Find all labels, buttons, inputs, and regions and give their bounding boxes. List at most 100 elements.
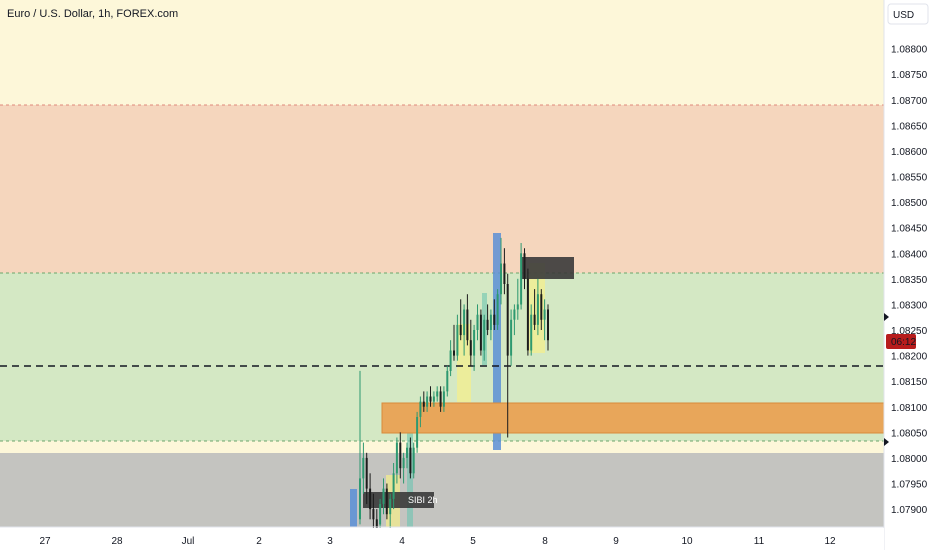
candle-body: [395, 442, 398, 474]
candle-body: [439, 391, 442, 407]
candle-body: [463, 309, 466, 336]
time-tick-label: 10: [681, 536, 693, 547]
time-tick-label: 9: [613, 536, 619, 547]
time-tick-label: 2: [256, 536, 262, 547]
candle-body: [392, 473, 395, 499]
sibi-label: SIBI 2h: [408, 495, 438, 505]
countdown-text: 06:12: [891, 337, 916, 348]
candle-body: [510, 319, 513, 356]
time-tick-label: 5: [470, 536, 476, 547]
candle-body: [540, 294, 543, 320]
candle-body: [547, 309, 549, 341]
candles-layer: [359, 237, 549, 535]
candle-body: [506, 284, 509, 356]
candle-body: [379, 504, 382, 525]
price-tick-label: 1.08100: [891, 403, 928, 414]
candle-body: [543, 309, 546, 320]
price-tick-label: 1.08700: [891, 96, 928, 107]
price-tick-label: 1.08450: [891, 224, 928, 235]
candle-body: [375, 519, 378, 530]
price-tick-label: 1.08550: [891, 173, 928, 184]
dark-zone-box[interactable]: [521, 257, 574, 279]
candle-body: [412, 447, 415, 474]
candle-body: [359, 478, 361, 520]
candle-body: [483, 319, 486, 351]
candle-body: [449, 350, 452, 371]
candle-body: [416, 417, 419, 448]
candle-body: [372, 509, 375, 520]
price-tick-label: 1.07950: [891, 480, 928, 491]
candle-body: [489, 314, 492, 330]
time-tick-label: 12: [824, 536, 836, 547]
candle-body: [479, 314, 482, 351]
candle-body: [436, 391, 439, 397]
price-tick-label: 1.08050: [891, 428, 928, 439]
candle-body: [520, 253, 523, 305]
price-tick-label: 1.08650: [891, 121, 928, 132]
price-tick-label: 1.08250: [891, 326, 928, 337]
candle-body: [466, 309, 469, 341]
upper-zone: [0, 105, 884, 273]
candle-body: [500, 263, 502, 295]
zones-layer: [0, 104, 884, 527]
time-tick-label: 28: [111, 536, 123, 547]
price-tick-label: 1.08000: [891, 454, 928, 465]
price-ticks: 1.08800 1.08750 1.08700 1.08650 1.08600 1.085…: [891, 45, 928, 516]
level-marker-icon: [884, 438, 889, 446]
candle-body: [473, 330, 476, 356]
orange-zone-box[interactable]: [381, 402, 885, 434]
candle-body: [516, 304, 519, 310]
candle-body: [513, 309, 516, 320]
candle-body: [369, 488, 372, 510]
time-tick-label: 3: [327, 536, 333, 547]
candle-body: [362, 457, 365, 479]
candle-body: [496, 294, 499, 325]
time-tick-label: 27: [39, 536, 51, 547]
candle-body: [429, 396, 432, 402]
candle-body: [399, 442, 402, 469]
price-tick-label: 1.08750: [891, 70, 928, 81]
currency-button[interactable]: [887, 3, 929, 25]
candle-body: [503, 263, 506, 284]
price-tick-label: 1.08200: [891, 352, 928, 363]
lower-zone: [0, 453, 884, 527]
teal-highlight-bar: [407, 433, 413, 527]
price-tick-label: 1.08600: [891, 147, 928, 158]
chart-title: Euro / U.S. Dollar, 1h, FOREX.com: [7, 8, 178, 20]
current-price-marker-icon: [884, 313, 889, 321]
time-tick-label: Jul: [182, 536, 195, 547]
candle-body: [456, 324, 459, 356]
candle-body: [476, 314, 479, 330]
candle-body: [426, 396, 429, 407]
price-tick-label: 1.08500: [891, 198, 928, 209]
candle-body: [406, 447, 408, 458]
candle-body: [530, 314, 533, 351]
time-tick-label: 11: [754, 536, 765, 547]
price-tick-label: 1.07900: [891, 505, 928, 516]
price-tick-label: 1.08800: [891, 45, 928, 56]
currency-label: USD: [893, 10, 914, 21]
candle-body: [382, 488, 385, 504]
candle-body: [402, 457, 405, 469]
blue-highlight-bar: [350, 489, 357, 527]
candle-body: [385, 488, 388, 515]
candle-body: [432, 396, 435, 402]
candle-body: [536, 294, 539, 325]
candle-body: [493, 314, 496, 325]
candle-body: [469, 340, 472, 356]
price-tick-label: 1.08300: [891, 300, 928, 311]
price-tick-label: 1.08150: [891, 377, 928, 388]
blue-highlight-bar: [493, 233, 501, 450]
candle-body: [526, 278, 529, 351]
candle-body: [409, 447, 412, 474]
price-axis-background: [885, 0, 932, 550]
candle-body: [523, 253, 526, 279]
time-tick-label: 4: [399, 536, 405, 547]
time-axis-background: [0, 528, 884, 550]
candle-body: [365, 457, 368, 489]
candle-body: [389, 498, 392, 515]
candle-body: [422, 401, 425, 407]
candle-body: [419, 401, 422, 417]
candle-body: [459, 324, 462, 336]
